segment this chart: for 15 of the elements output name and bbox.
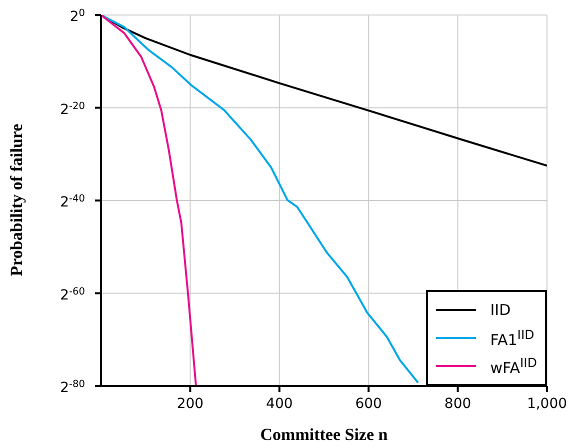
y-tick-label: 2$^{-40}$ (60, 193, 85, 210)
y-tick-label: 2$^{-20}$ (60, 100, 85, 118)
x-tick-label: 800 (444, 396, 472, 412)
y-tick-label: 2$^{-80}$ (60, 378, 85, 396)
x-tick-label: 400 (266, 396, 293, 412)
legend-label: wFA$^{IID}$ (490, 355, 537, 377)
legend-label: FA1$^{IID}$ (490, 327, 534, 349)
x-axis-title: Committee Size n (260, 425, 388, 444)
legend-label: IID (490, 301, 511, 319)
y-tick-label: 2$^{-60}$ (60, 286, 85, 304)
x-tick-label: 200 (176, 396, 204, 412)
y-tick-label: 2$^{0}$ (70, 8, 85, 25)
x-tick-label: 1,000 (526, 396, 568, 412)
y-axis-title: Probability of failure (7, 123, 26, 276)
x-tick-label: 600 (355, 396, 382, 412)
